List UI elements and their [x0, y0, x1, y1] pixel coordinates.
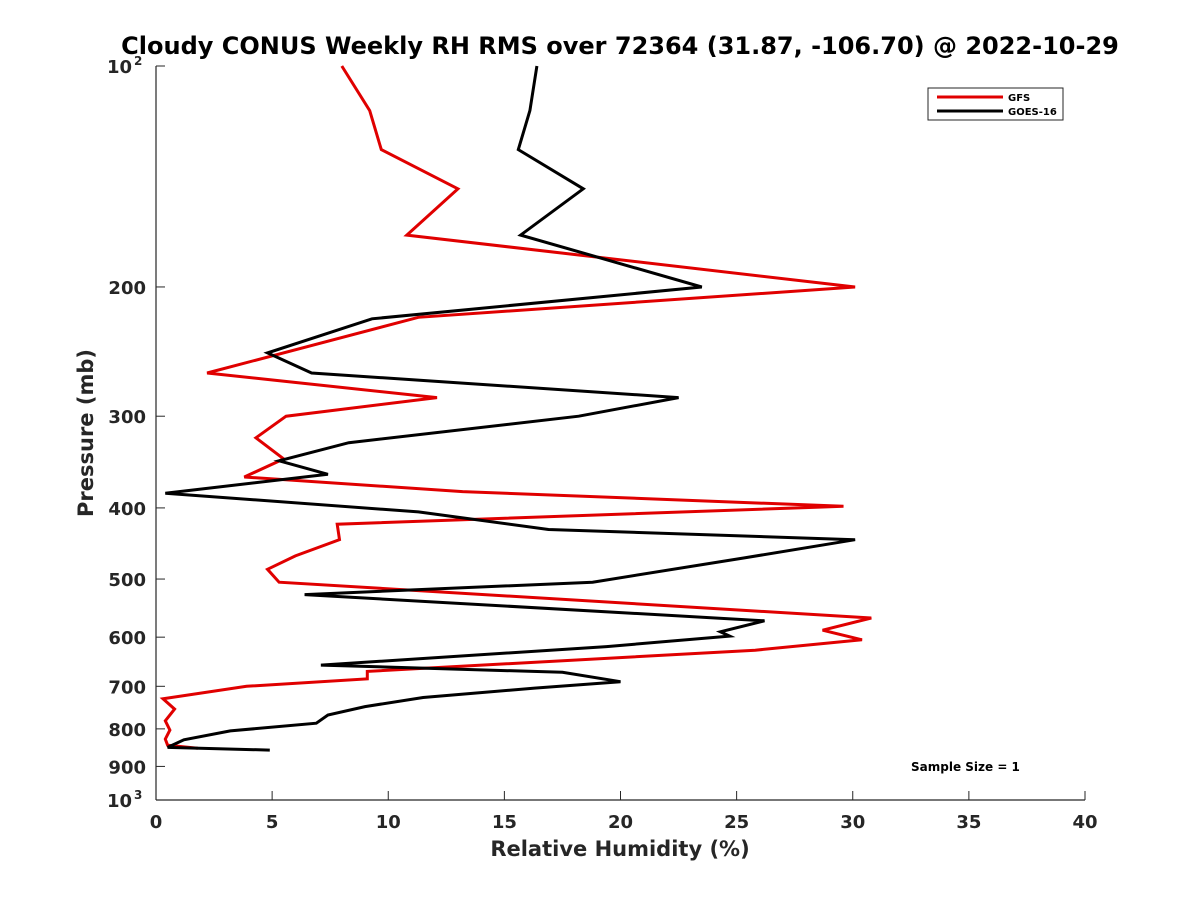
x-tick-label: 0 [150, 812, 163, 833]
y-tick-label: 900 [108, 757, 146, 778]
y-tick-label: 200 [108, 278, 146, 299]
x-tick-label: 15 [492, 812, 517, 833]
y-tick-label: 500 [108, 570, 146, 591]
series-layer [159, 65, 872, 752]
x-tick-label: 30 [840, 812, 865, 833]
series-line-goes16 [165, 65, 856, 752]
x-axis-ticks: 0 5 10 15 20 25 30 35 40 [150, 791, 1098, 833]
chart-title: Cloudy CONUS Weekly RH RMS over 72364 (3… [121, 32, 1119, 60]
y-tick-label: 10 [107, 57, 132, 78]
x-tick-label: 25 [724, 812, 749, 833]
x-tick-label: 20 [608, 812, 633, 833]
y-tick-exponent: 3 [134, 788, 142, 802]
x-tick-label: 5 [266, 812, 279, 833]
y-tick-label: 10 [107, 791, 132, 812]
y-tick-label: 300 [108, 407, 146, 428]
x-axis-label: Relative Humidity (%) [490, 837, 749, 861]
x-tick-label: 10 [376, 812, 401, 833]
y-tick-label: 400 [108, 499, 146, 520]
legend: GFS GOES-16 [927, 87, 1064, 121]
y-axis-label: Pressure (mb) [74, 349, 98, 517]
y-tick-exponent: 2 [134, 54, 142, 68]
y-tick-label: 700 [108, 677, 146, 698]
legend-label-gfs: GFS [1008, 93, 1030, 104]
x-tick-label: 35 [956, 812, 981, 833]
legend-label-goes16: GOES-16 [1008, 107, 1057, 118]
y-tick-label: 600 [108, 628, 146, 649]
y-tick-label: 800 [108, 720, 146, 741]
series-line-gfs [159, 65, 872, 750]
x-tick-label: 40 [1072, 812, 1097, 833]
legend-box [927, 87, 1064, 121]
sample-size-annotation: Sample Size = 1 [911, 760, 1020, 774]
plot-axes [155, 66, 1085, 801]
